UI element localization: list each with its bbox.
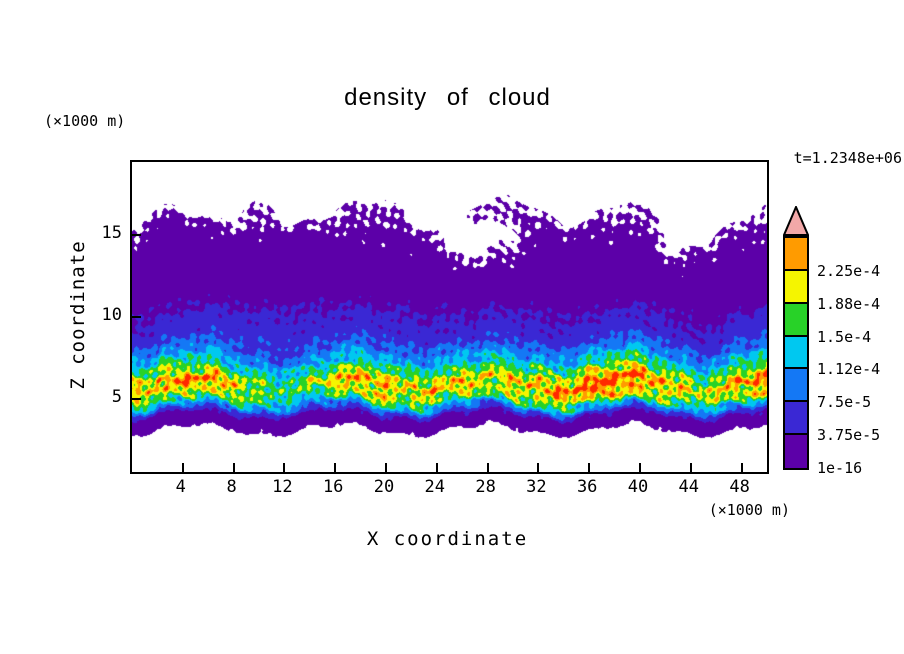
y-axis-unit-label: (×1000 m) (44, 112, 126, 130)
x-tick-mark (537, 463, 540, 472)
x-tick-label: 28 (475, 477, 496, 497)
x-tick-mark (334, 463, 337, 472)
x-tick-label: 36 (576, 477, 598, 497)
colorbar-labels: 2.25e-4 1.88e-4 1.5e-4 1.12e-4 7.5e-5 3.75e-5… (817, 0, 904, 654)
colorbar-arrow-shape (783, 206, 809, 236)
y-tick-mark (132, 397, 141, 400)
time-label: t=1.2348e+06 (793, 149, 902, 167)
colorbar-level-label: 3.75e-5 (817, 426, 881, 444)
x-tick-mark (486, 463, 489, 472)
heatmap-canvas (132, 162, 767, 472)
x-tick-mark (435, 463, 438, 472)
colorbar-segment (785, 402, 807, 435)
x-tick-mark (689, 463, 692, 472)
colorbar-overflow-arrow-icon (783, 206, 809, 236)
colorbar-segment (785, 238, 807, 271)
y-tick-label: 10 (101, 305, 122, 325)
colorbar-level-label: 7.5e-5 (817, 393, 872, 411)
colorbar-segment (785, 369, 807, 402)
colorbar-segment (785, 337, 807, 369)
x-tick-label: 24 (424, 477, 446, 497)
y-tick-mark (132, 316, 141, 318)
y-tick-mark (132, 234, 141, 237)
colorbar-level-label: 1.12e-4 (817, 360, 881, 378)
colorbar-level-label: 1.88e-4 (817, 295, 881, 313)
x-tick-label: 32 (526, 477, 547, 497)
x-tick-label: 8 (226, 477, 237, 497)
x-tick-mark (385, 463, 387, 472)
x-tick-label: 12 (272, 477, 293, 497)
colorbar (783, 236, 809, 470)
colorbar-level-label: 1e-16 (817, 459, 863, 477)
y-tick-label: 15 (101, 223, 122, 244)
colorbar-level-label: 1.5e-4 (817, 328, 872, 346)
x-axis-title: X coordinate (366, 528, 529, 550)
x-tick-mark (740, 463, 743, 472)
x-tick-mark (232, 463, 235, 472)
x-tick-mark (639, 463, 641, 472)
x-tick-label: 44 (678, 477, 700, 497)
colorbar-segment (785, 435, 807, 468)
colorbar-segment (785, 304, 807, 337)
colorbar-segment (785, 271, 807, 304)
x-tick-label: 4 (175, 477, 186, 497)
x-tick-mark (181, 463, 184, 472)
x-tick-label: 20 (373, 477, 395, 497)
x-tick-label: 48 (729, 477, 750, 497)
y-tick-labels: 5 10 15 (84, 160, 122, 474)
x-tick-label: 16 (322, 477, 344, 497)
chart-title: density of cloud (344, 84, 551, 111)
x-tick-mark (283, 463, 286, 472)
x-tick-mark (588, 463, 591, 472)
colorbar-level-label: 2.25e-4 (817, 262, 881, 280)
y-tick-label: 5 (111, 386, 122, 407)
x-axis-unit-label: (×1000 m) (708, 501, 790, 519)
plot-frame (130, 160, 769, 474)
x-tick-label: 40 (627, 477, 649, 497)
x-tick-labels: 4 8 12 16 20 24 28 32 36 40 44 48 (130, 477, 769, 499)
